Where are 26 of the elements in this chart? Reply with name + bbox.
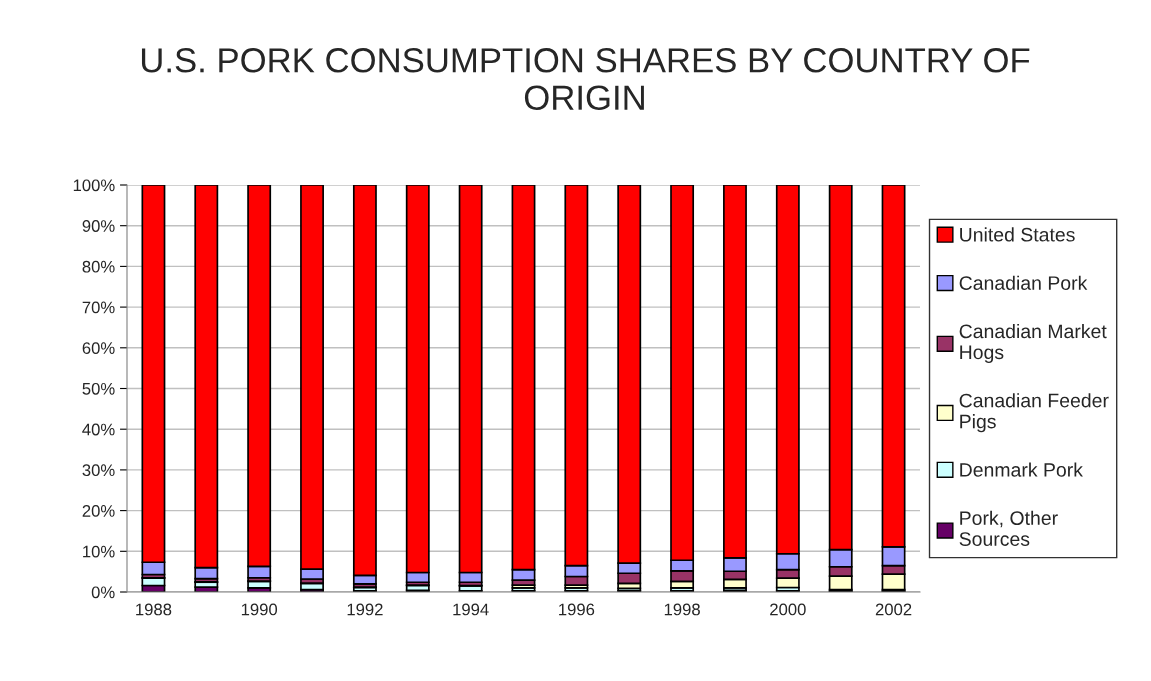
x-tick-label: 1990 (241, 603, 278, 616)
y-tick-label: 0% (91, 586, 115, 599)
y-tick-label: 60% (82, 342, 115, 354)
y-tick-label: 20% (82, 505, 115, 517)
x-tick-label: 2000 (770, 603, 806, 616)
y-tick-label: 80% (82, 260, 115, 273)
y-tick-label: 50% (82, 382, 115, 395)
legend-label: Denmark Pork (960, 462, 1083, 477)
legend-label: Canadian Feeder Pigs (959, 393, 1109, 433)
y-tick-label: 90% (82, 220, 115, 232)
legend-label: Pork, Other Sources (959, 510, 1058, 546)
x-tick-label: 1998 (664, 603, 700, 616)
legend-label: Canadian Pork (959, 275, 1088, 290)
legend-label: Canadian Market Hogs (959, 323, 1107, 364)
x-tick-label: 2002 (875, 603, 912, 616)
x-tick-label: 1992 (347, 603, 383, 616)
x-tick-label: 1996 (559, 603, 595, 616)
y-tick-label: 40% (82, 423, 115, 436)
x-tick-label: 1994 (453, 603, 489, 616)
chart-title: U.S. PORK CONSUMPTION SHARES BY COUNTRY OF ORIGIN (141, 48, 1030, 111)
y-tick-label: 100% (73, 179, 115, 192)
y-tick-label: 30% (82, 464, 115, 477)
y-tick-label: 70% (82, 301, 115, 314)
y-tick-label: 10% (83, 545, 115, 558)
legend-label: United States (960, 227, 1075, 242)
x-tick-label: 1988 (136, 603, 172, 616)
